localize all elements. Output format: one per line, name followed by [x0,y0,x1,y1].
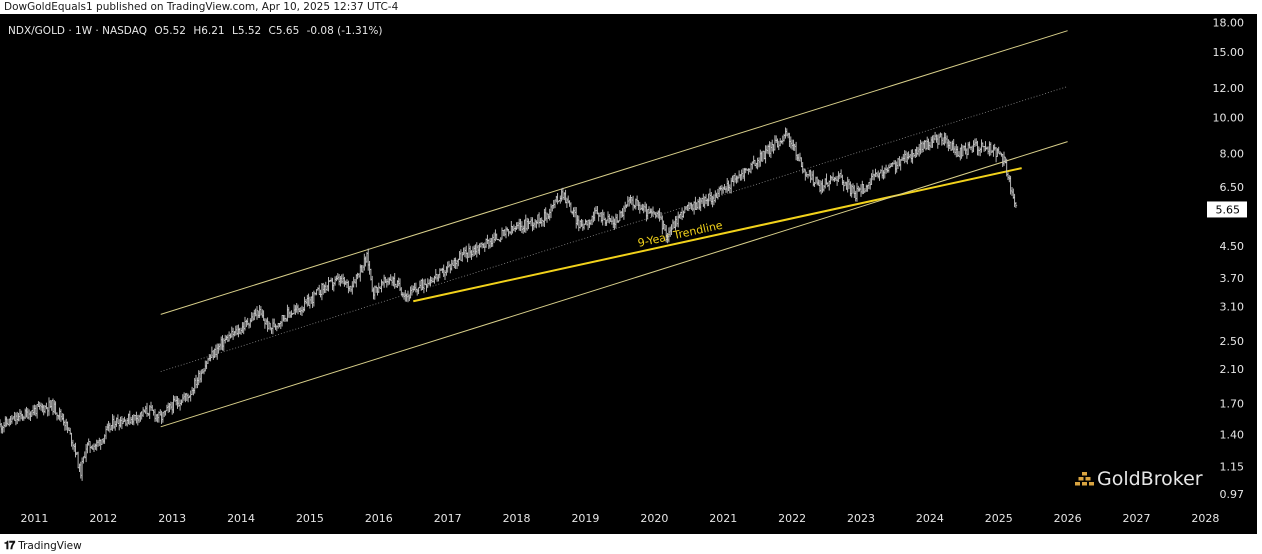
y-tick-label: 0.97 [1220,488,1245,501]
gold-bar [1085,477,1091,481]
x-tick-label: 2012 [89,512,117,525]
y-tick-label: 2.10 [1220,363,1245,376]
x-tick-label: 2024 [916,512,944,525]
x-tick-label: 2011 [20,512,48,525]
ndx-gold-chart[interactable]: NDX/GOLD · 1W · NASDAQ O5.52 H6.21 L5.52… [0,14,1257,534]
y-tick-label: 12.00 [1213,82,1245,95]
chart-panel[interactable]: NDX/GOLD · 1W · NASDAQ O5.52 H6.21 L5.52… [0,14,1257,534]
y-tick-label: 3.10 [1220,300,1245,313]
y-tick-label: 6.50 [1220,181,1245,194]
x-tick-label: 2019 [571,512,599,525]
x-tick-label: 2022 [778,512,806,525]
published-line: DowGoldEquals1 published on TradingView.… [4,1,399,13]
x-axis: 2011 2012 2013 2014 2015 2016 2017 2018 2019 2020… [20,512,1219,525]
gold-bar [1089,482,1094,486]
x-tick-label: 2018 [503,512,531,525]
ohlc-low-value: 5.52 [238,25,261,37]
channel-mid-line [160,86,1068,372]
channel-lower-line [160,141,1068,428]
gold-bar [1082,482,1087,486]
y-tick-label: 18.00 [1213,16,1245,29]
y-tick-label: 1.70 [1220,397,1245,410]
x-tick-label: 2027 [1122,512,1150,525]
footer: 𝟏𝟕 TradingView [4,538,82,554]
y-tick-label: 8.00 [1220,147,1245,160]
gold-bar [1078,477,1084,481]
ohlc-low-label: L [232,25,238,37]
symbol-line: NDX/GOLD · 1W · NASDAQ [8,25,147,37]
y-tick-label: 1.15 [1220,460,1245,473]
ohlc-close-value: 5.65 [276,25,299,37]
x-tick-label: 2026 [1054,512,1082,525]
y-tick-label: 15.00 [1213,46,1245,59]
svg-text:NDX/GOLD · 1W · NASDAQ: NDX/GOLD · 1W · NASDAQ O5.52 H6.21 L5.52… [8,25,382,37]
ohlc-open-value: 5.52 [163,25,186,37]
gold-bar [1075,482,1080,486]
x-tick-label: 2013 [158,512,186,525]
y-tick-label: 1.40 [1220,429,1245,442]
x-tick-label: 2014 [227,512,255,525]
tradingview-logo-icon[interactable]: 𝟏𝟕 [4,539,15,552]
gold-bar [1082,472,1087,476]
ohlc-open-label: O [154,25,162,37]
x-tick-label: 2028 [1191,512,1219,525]
x-tick-label: 2021 [709,512,737,525]
channel-upper-line [160,30,1068,315]
last-price-tag [1207,201,1247,218]
last-price-label: 5.65 [1216,203,1241,216]
ohlc-high-label: H [193,25,201,37]
x-tick-label: 2025 [985,512,1013,525]
trendline-line [413,167,1022,303]
trendline-label: 9-Year Trendline [637,219,724,250]
symbol-legend: NDX/GOLD · 1W · NASDAQ O5.52 H6.21 L5.52… [8,25,382,37]
x-tick-label: 2023 [847,512,875,525]
x-tick-label: 2017 [434,512,462,525]
x-tick-label: 2016 [365,512,393,525]
y-tick-label: 10.00 [1213,111,1245,124]
x-tick-label: 2020 [640,512,668,525]
price-series-layer [0,127,1018,481]
watermark-text: GoldBroker [1097,468,1203,490]
y-tick-label: 4.50 [1220,240,1245,253]
change-value: -0.08 (-1.31%) [307,25,383,37]
y-tick-label: 3.70 [1220,272,1245,285]
ohlc-high-value: 6.21 [201,25,224,37]
goldbroker-watermark: GoldBroker [1075,468,1203,490]
x-tick-label: 2015 [296,512,324,525]
goldbroker-bars-icon [1075,472,1094,486]
ohlc-close-label: C [269,25,276,37]
y-tick-label: 2.50 [1220,335,1245,348]
y-axis: 0.97 1.15 1.40 1.70 2.10 2.50 3.10 3.70 4.50 5.65… [1207,16,1247,501]
footer-brand[interactable]: TradingView [18,540,82,552]
